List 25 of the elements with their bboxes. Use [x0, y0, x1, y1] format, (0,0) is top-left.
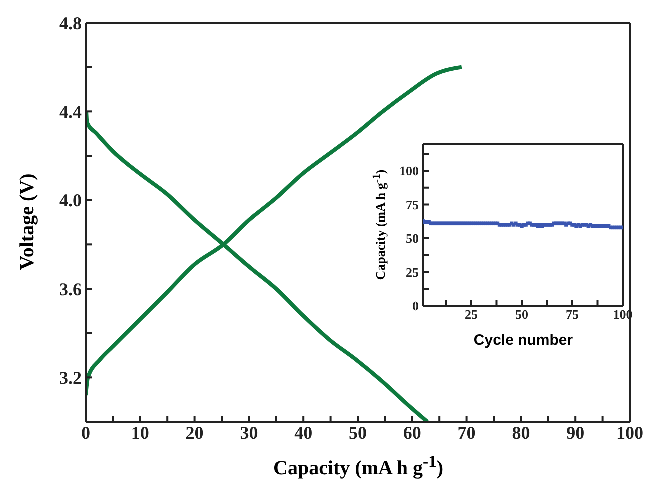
y-tick-label: 50	[406, 231, 419, 246]
y-tick-label: 4.8	[60, 13, 82, 34]
y-tick-label: 100	[400, 164, 419, 179]
x-tick-label: 50	[349, 422, 367, 443]
x-tick-label: 25	[464, 307, 478, 322]
x-tick-label: 10	[131, 422, 150, 443]
x-tick-label: 50	[515, 307, 528, 322]
y-tick-label: 3.2	[60, 368, 82, 388]
y-tick-label: 25	[406, 264, 420, 280]
x-tick-label: 70	[458, 422, 476, 443]
x-tick-label: 30	[240, 422, 258, 443]
x-axis-title: Cycle number	[472, 332, 574, 349]
x-tick-label: 20	[186, 422, 204, 443]
y-axis-title: Voltage (V)	[16, 174, 40, 270]
y-tick-label: 4.4	[60, 102, 82, 122]
x-tick-label: 60	[403, 422, 422, 443]
y-tick-label: 75	[406, 197, 420, 212]
x-tick-label: 90	[566, 422, 585, 443]
x-tick-label: 100	[616, 422, 644, 443]
x-tick-label: 80	[512, 422, 530, 443]
x-tick-label: 75	[566, 307, 580, 322]
y-tick-label: 4.0	[60, 190, 82, 211]
x-axis-title: Capacity (mA h g$^{-1}$)	[272, 452, 444, 480]
y-tick-label: 3.6	[60, 279, 82, 300]
x-tick-label: 40	[294, 422, 313, 443]
